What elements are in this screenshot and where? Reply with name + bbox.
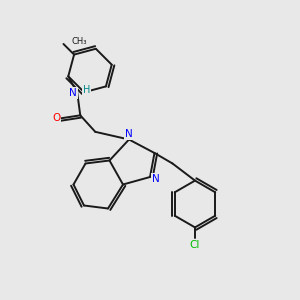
- Text: N: N: [125, 129, 133, 139]
- Text: CH₃: CH₃: [72, 37, 87, 46]
- Text: O: O: [52, 113, 60, 123]
- Text: N: N: [152, 173, 159, 184]
- Text: N: N: [70, 88, 77, 98]
- Text: H: H: [82, 85, 90, 95]
- Text: Cl: Cl: [190, 239, 200, 250]
